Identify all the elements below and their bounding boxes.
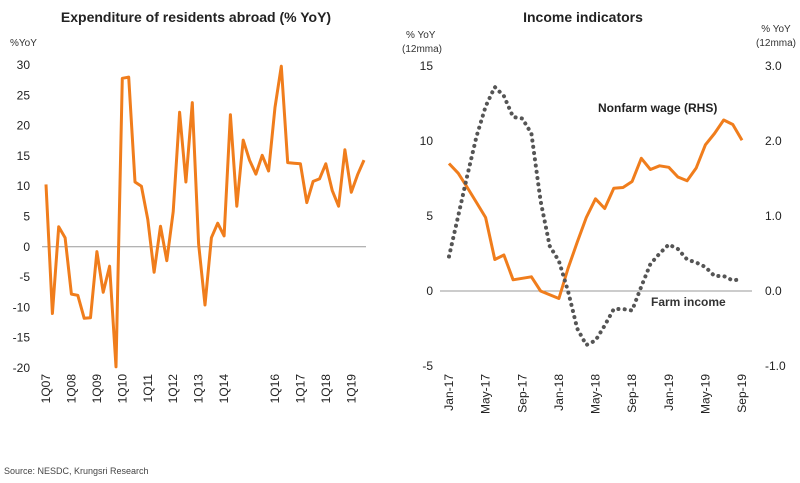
left-x-tick-label: 1Q07: [39, 374, 53, 404]
left-chart: 30 25 20 15 10 5 0 -5 -10 -15 -20 1Q07 1Q08 1Q09 1Q10 1…: [13, 58, 366, 403]
right-left-y-tick-label: -5: [422, 359, 433, 373]
left-y-tick-label: 0: [23, 240, 30, 254]
right-right-y-tick-label: 0.0: [765, 284, 782, 298]
right-left-y-tick-label: 0: [426, 284, 433, 298]
left-x-tick-label: 1Q13: [192, 374, 206, 404]
right-right-y-tick-label: 1.0: [765, 209, 782, 223]
left-y-tick-label: -20: [13, 361, 31, 375]
right-x-tick-label: May-19: [698, 374, 712, 414]
right-right-y-tick-label: 3.0: [765, 59, 782, 73]
right-x-tick-label: Jan-18: [552, 374, 566, 411]
left-x-tick-label: 1Q16: [268, 374, 282, 404]
left-x-tick-label: 1Q18: [319, 374, 333, 404]
right-x-tick-label: Sep-18: [625, 374, 639, 413]
left-x-tick-label: 1Q14: [217, 374, 231, 404]
farm-income-line: [447, 85, 744, 347]
left-y-tick-label: 15: [17, 149, 31, 163]
right-left-y-unit-sub: (12mma): [402, 44, 442, 55]
right-x-tick-label: Sep-17: [515, 374, 529, 413]
left-y-tick-label: 10: [17, 179, 31, 193]
right-x-tick-label: Jan-19: [662, 374, 676, 411]
left-y-tick-label: -15: [13, 331, 31, 345]
left-x-tick-label: 1Q19: [344, 374, 358, 404]
left-y-tick-label: 30: [17, 58, 31, 72]
right-right-y-unit: % YoY: [761, 24, 791, 35]
left-x-tick-label: 1Q11: [141, 374, 155, 403]
right-x-tick-label: May-17: [479, 374, 493, 414]
nonfarm-wage-annotation: Nonfarm wage (RHS): [598, 101, 717, 115]
source-note: Source: NESDC, Krungsri Research: [4, 466, 149, 476]
right-chart-title: Income indicators: [523, 9, 643, 25]
left-y-tick-label: 5: [23, 210, 30, 224]
right-left-y-tick-label: 15: [420, 59, 434, 73]
right-x-tick-label: Sep-19: [735, 374, 749, 413]
nonfarm-wage-line: [447, 118, 744, 300]
right-right-y-tick-label: 2.0: [765, 134, 782, 148]
left-y-tick-label: -10: [13, 300, 31, 314]
left-y-tick-label: 25: [17, 88, 31, 102]
left-series-line: [44, 64, 366, 369]
left-y-unit: %YoY: [10, 38, 37, 49]
right-chart: 15 10 5 0 -5 3.0 2.0 1.0 0.0 -1.0 Jan-17 May-17 Sep-…: [420, 59, 786, 414]
right-left-y-tick-label: 5: [426, 209, 433, 223]
right-right-y-unit-sub: (12mma): [756, 38, 796, 49]
left-x-tick-label: 1Q17: [293, 374, 307, 404]
left-x-tick-label: 1Q09: [90, 374, 104, 404]
farm-income-annotation: Farm income: [651, 295, 726, 309]
right-left-y-tick-label: 10: [420, 134, 434, 148]
right-x-tick-label: Jan-17: [442, 374, 456, 411]
left-x-tick-label: 1Q12: [166, 374, 180, 404]
right-x-tick-label: May-18: [589, 374, 603, 414]
left-y-tick-label: 20: [17, 119, 31, 133]
left-x-tick-label: 1Q10: [115, 374, 129, 404]
right-left-y-unit: % YoY: [406, 30, 436, 41]
left-y-tick-label: -5: [19, 270, 30, 284]
left-chart-title: Expenditure of residents abroad (% YoY): [61, 9, 331, 25]
left-x-tick-label: 1Q08: [64, 374, 78, 404]
right-right-y-tick-label: -1.0: [765, 359, 786, 373]
